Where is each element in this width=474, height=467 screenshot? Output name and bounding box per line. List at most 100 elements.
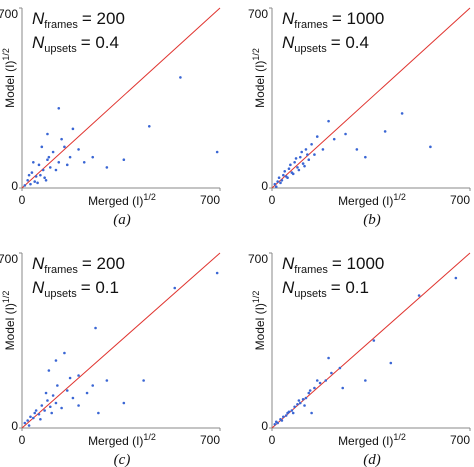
point — [277, 176, 281, 180]
point — [46, 158, 49, 162]
point — [364, 379, 367, 382]
point — [372, 339, 376, 342]
point — [47, 369, 51, 372]
annotation: Nframes = 200 — [32, 9, 125, 31]
x-axis-label-superscript: 1/2 — [393, 192, 406, 202]
point — [297, 168, 301, 172]
reference-line — [21, 252, 221, 429]
point — [287, 167, 291, 171]
y-axis-label: Model (I)1/2 — [251, 291, 267, 351]
y-tick-label: 700 — [248, 7, 268, 21]
panel: 0 700 0 700 Nframes = 200 Nupsets = 0.1 Merged (… — [0, 252, 221, 467]
point — [44, 391, 48, 395]
point — [39, 173, 42, 177]
point — [400, 112, 404, 115]
point — [273, 182, 277, 186]
point — [85, 391, 89, 395]
annotation-subscript: upsets — [44, 43, 77, 55]
point — [310, 142, 313, 146]
point — [33, 411, 37, 415]
point — [48, 405, 52, 409]
point — [315, 379, 319, 382]
reference-line — [21, 7, 221, 189]
point — [51, 394, 55, 397]
annotation-symbol: N — [282, 278, 295, 297]
point — [32, 160, 35, 164]
x-axis-label: Merged (I)1/2 — [338, 432, 406, 448]
caption: (b) — [363, 212, 381, 228]
point — [23, 184, 27, 187]
panel: 0 700 0 700 Nframes = 1000 Nupsets = 0.4 Merged … — [248, 7, 471, 228]
point — [283, 169, 287, 173]
point — [33, 180, 37, 183]
annotation-symbol: N — [282, 33, 295, 52]
point — [313, 153, 316, 156]
point — [280, 419, 284, 422]
point — [40, 145, 44, 149]
point — [286, 176, 289, 180]
caption: (d) — [363, 452, 381, 467]
point — [332, 137, 336, 141]
point — [303, 404, 306, 407]
annotation: Nupsets = 0.4 — [282, 33, 369, 55]
y-axis-label-text: Model (I) — [3, 303, 17, 350]
point — [389, 361, 393, 365]
point — [308, 389, 312, 392]
point — [46, 399, 49, 402]
y-axis-label-text: Model (I) — [253, 303, 267, 350]
y-axis-label-superscript: 1/2 — [251, 291, 261, 304]
point — [274, 420, 278, 424]
point — [279, 181, 282, 185]
x-axis-label: Merged (I)1/2 — [338, 192, 406, 208]
point — [105, 166, 109, 169]
x-tick-label: 700 — [450, 433, 470, 447]
y-tick-label: 0 — [11, 179, 18, 193]
x-tick-label: 700 — [200, 433, 220, 447]
y-axis-label: Model (I)1/2 — [1, 48, 17, 108]
point — [429, 145, 432, 149]
point — [47, 155, 51, 159]
point — [77, 374, 80, 377]
point — [298, 401, 302, 405]
point — [41, 168, 45, 172]
point — [71, 127, 75, 131]
point — [30, 171, 34, 174]
point — [179, 76, 182, 79]
reference-line — [271, 7, 471, 189]
point — [303, 164, 306, 168]
y-tick-label: 0 — [261, 179, 268, 193]
point — [44, 178, 48, 182]
point — [60, 137, 63, 141]
x-axis-label: Merged (I)1/2 — [88, 192, 156, 208]
point — [355, 148, 359, 151]
point — [215, 150, 219, 154]
annotation: Nframes = 1000 — [282, 9, 384, 31]
annotation: Nframes = 1000 — [282, 254, 384, 276]
point — [57, 160, 61, 164]
point — [289, 163, 292, 167]
point — [290, 409, 294, 412]
point — [56, 384, 59, 387]
point — [94, 326, 97, 330]
point — [60, 406, 63, 410]
point — [307, 158, 311, 162]
point — [286, 411, 289, 415]
point — [147, 124, 151, 128]
point — [34, 175, 38, 178]
point — [51, 150, 55, 154]
annotation-subscript: frames — [294, 264, 328, 276]
point — [293, 405, 296, 409]
point — [282, 173, 285, 177]
point — [142, 379, 145, 382]
point — [324, 379, 328, 382]
annotation-subscript: upsets — [294, 288, 327, 300]
x-axis-label-superscript: 1/2 — [393, 432, 406, 442]
point — [338, 366, 342, 370]
point — [293, 160, 296, 164]
point — [327, 356, 330, 360]
point — [26, 178, 29, 182]
point — [310, 411, 313, 415]
point — [54, 359, 58, 362]
point — [71, 396, 75, 400]
x-axis-label-text: Merged (I) — [88, 434, 143, 448]
